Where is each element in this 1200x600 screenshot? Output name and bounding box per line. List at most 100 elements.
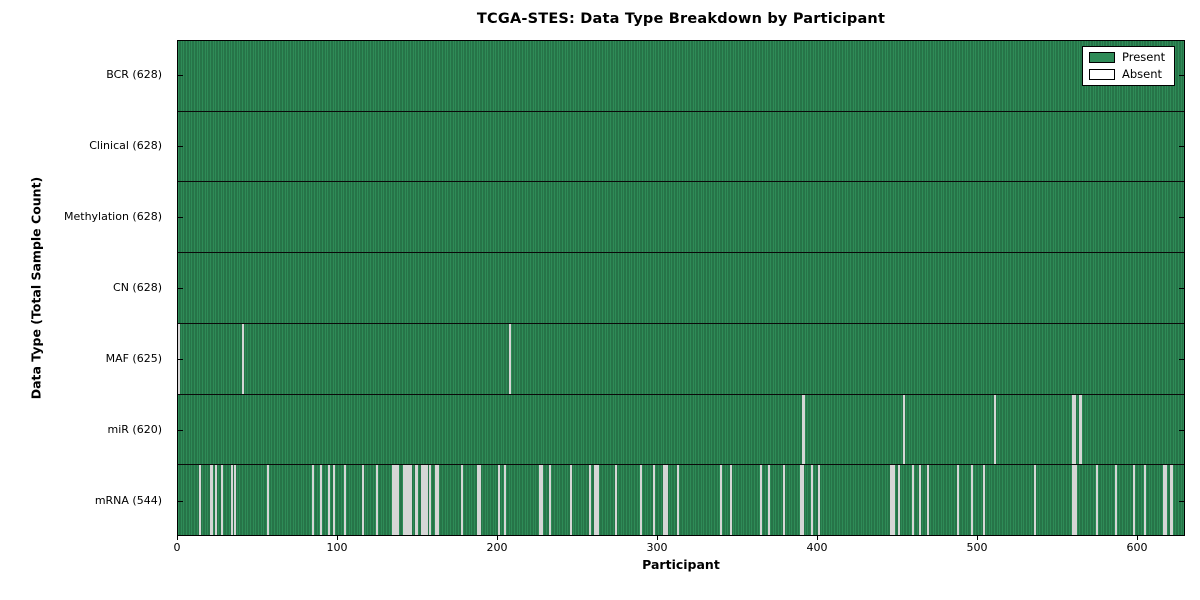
absent-gap xyxy=(397,465,400,536)
y-tick-label: mRNA (544) xyxy=(94,493,162,507)
x-tick-mark xyxy=(337,536,338,540)
absent-gap xyxy=(768,465,771,536)
absent-gap xyxy=(662,465,665,536)
absent-gap xyxy=(198,465,201,536)
absent-gap xyxy=(403,465,406,536)
absent-gap xyxy=(437,465,440,536)
x-tick-label: 600 xyxy=(1126,541,1148,554)
absent-gap xyxy=(801,394,804,465)
x-axis-label: Participant xyxy=(642,557,720,572)
absent-gap xyxy=(817,465,820,536)
absent-gap xyxy=(230,465,233,536)
legend-entry-present: Present xyxy=(1089,51,1165,64)
x-tick-label: 100 xyxy=(326,541,348,554)
presence-row-mRNA xyxy=(178,465,1184,536)
absent-gap xyxy=(595,465,598,536)
absent-gap xyxy=(569,465,572,536)
absent-gap xyxy=(729,465,732,536)
absent-gap xyxy=(504,465,507,536)
y-tick-mark xyxy=(1179,146,1184,148)
y-tick-mark xyxy=(178,288,183,289)
absent-gap xyxy=(800,465,803,536)
absent-gap xyxy=(1033,465,1036,536)
y-tick-mark xyxy=(1179,217,1184,219)
y-tick-mark xyxy=(1179,429,1184,431)
y-tick-label: MAF (625) xyxy=(105,351,162,365)
y-tick-mark xyxy=(178,500,183,502)
y-tick-mark xyxy=(1179,358,1184,360)
absent-gap xyxy=(435,465,438,536)
absent-gap xyxy=(1169,465,1172,536)
absent-gap xyxy=(414,465,417,536)
absent-swatch-icon xyxy=(1089,69,1115,80)
presence-row-CN xyxy=(178,253,1184,324)
absent-gap xyxy=(926,465,929,536)
absent-gap xyxy=(424,465,427,536)
absent-gap xyxy=(429,465,432,536)
legend-entry-absent: Absent xyxy=(1089,68,1165,81)
x-tick-mark xyxy=(1137,536,1138,540)
absent-gap xyxy=(509,323,512,394)
absent-gap xyxy=(392,465,395,536)
absent-gap xyxy=(982,465,985,536)
absent-gap xyxy=(1072,465,1075,536)
x-tick-label: 300 xyxy=(646,541,668,554)
absent-gap xyxy=(233,465,236,536)
y-tick-mark xyxy=(1179,288,1184,289)
y-tick-mark xyxy=(1179,500,1184,502)
absent-gap xyxy=(267,465,270,536)
absent-gap xyxy=(395,465,398,536)
absent-gap xyxy=(376,465,379,536)
absent-gap xyxy=(897,465,900,536)
x-tick-label: 400 xyxy=(806,541,828,554)
absent-gap xyxy=(1171,465,1174,536)
absent-gap xyxy=(333,465,336,536)
absent-gap xyxy=(889,465,892,536)
absent-gap xyxy=(409,465,412,536)
absent-gap xyxy=(912,465,915,536)
present-swatch-icon xyxy=(1089,52,1115,63)
absent-gap xyxy=(893,465,896,536)
absent-gap xyxy=(589,465,592,536)
absent-gap xyxy=(1075,465,1078,536)
absent-gap xyxy=(891,465,894,536)
absent-gap xyxy=(993,394,996,465)
legend-label-present: Present xyxy=(1122,50,1166,64)
absent-gap xyxy=(902,394,905,465)
absent-gap xyxy=(720,465,723,536)
y-tick-mark xyxy=(178,358,183,360)
absent-gap xyxy=(1163,465,1166,536)
absent-gap xyxy=(312,465,315,536)
absent-gap xyxy=(801,465,804,536)
absent-gap xyxy=(918,465,921,536)
absent-gap xyxy=(1073,394,1076,465)
absent-gap xyxy=(653,465,656,536)
y-tick-mark xyxy=(178,217,183,219)
absent-gap xyxy=(211,465,214,536)
absent-gap xyxy=(497,465,500,536)
y-tick-mark xyxy=(1179,75,1184,77)
absent-gap xyxy=(664,465,667,536)
x-tick-mark xyxy=(177,536,178,540)
absent-gap xyxy=(1115,465,1118,536)
absent-gap xyxy=(677,465,680,536)
absent-gap xyxy=(1165,465,1168,536)
legend-label-absent: Absent xyxy=(1122,67,1163,81)
absent-gap xyxy=(803,394,806,465)
absent-gap xyxy=(971,465,974,536)
absent-gap xyxy=(209,465,212,536)
absent-gap xyxy=(1144,465,1147,536)
legend: Present Absent xyxy=(1082,46,1176,86)
absent-gap xyxy=(393,465,396,536)
absent-gap xyxy=(241,323,244,394)
absent-gap xyxy=(461,465,464,536)
absent-gap xyxy=(214,465,217,536)
plot-area xyxy=(177,40,1185,536)
absent-gap xyxy=(782,465,785,536)
absent-gap xyxy=(421,465,424,536)
absent-gap xyxy=(425,465,428,536)
presence-row-Methylation xyxy=(178,182,1184,254)
absent-gap xyxy=(328,465,331,536)
absent-gap xyxy=(593,465,596,536)
